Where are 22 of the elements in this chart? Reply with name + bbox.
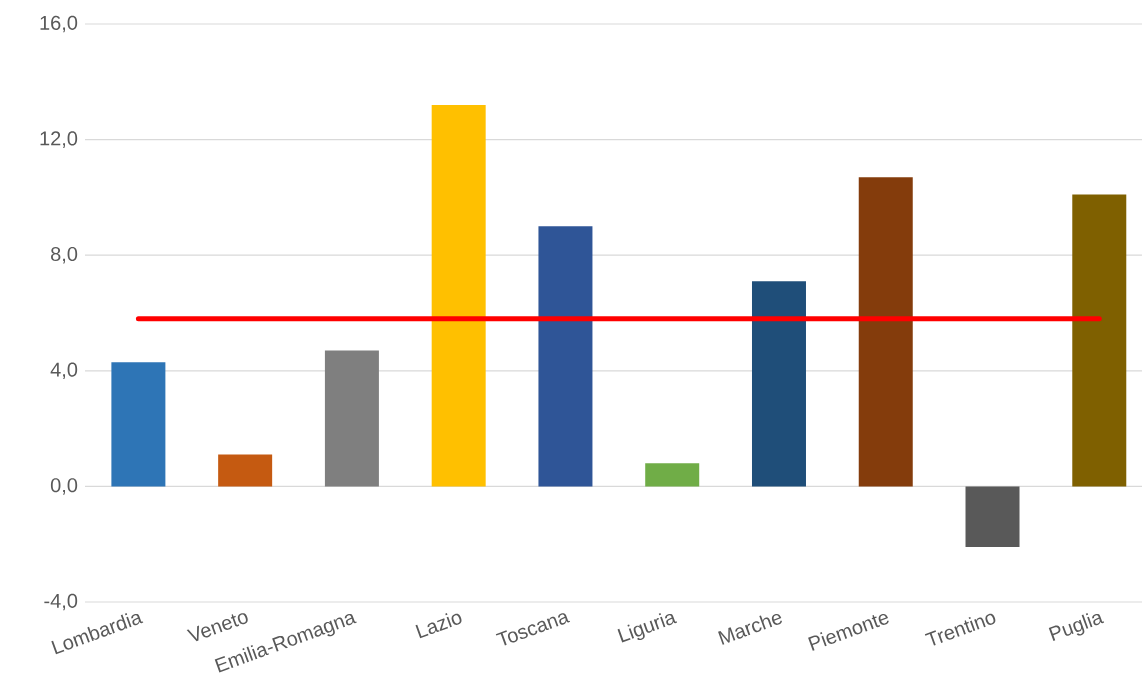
x-tick-label: Trentino [924,613,996,646]
y-tick-label: 8,0 [51,246,78,264]
y-tick-label: 16,0 [40,15,78,33]
x-tick-label: Lazio [415,613,462,639]
y-tick-label: 0,0 [50,478,78,495]
bar [218,454,273,487]
y-tick-label: 12,0 [40,131,78,148]
y-tick-label: 4,0 [50,362,78,380]
bar [431,104,486,487]
x-tick-label: Puglia [1048,613,1105,641]
x-tick-label: Marche [718,613,782,645]
bar [858,177,913,487]
bar [111,362,166,487]
bar [324,350,379,487]
y-tick-label: -4,0 [44,593,78,611]
bar [965,486,1020,548]
bar [751,281,806,487]
bar [645,463,700,487]
bar [538,226,593,487]
x-tick-label: Liguria [617,613,678,643]
x-tick-label: Toscana [495,613,571,646]
bar [1072,194,1127,487]
